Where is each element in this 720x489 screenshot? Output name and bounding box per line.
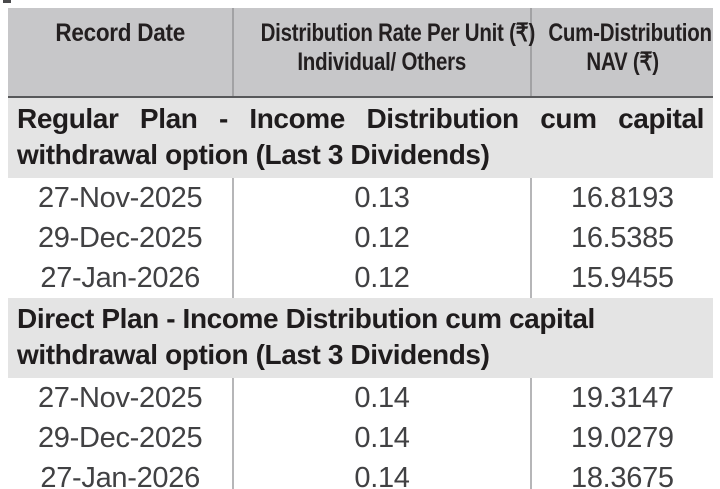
nav-cell: 19.0279 [530,418,713,458]
column-header-distribution-rate: Distribution Rate Per Unit (₹) Individua… [233,8,536,98]
record-date-cell: 27-Jan-2026 [8,458,235,489]
section-header-regular-plan-cell: Regular Plan - Income Distribution cum c… [8,97,713,178]
distribution-rate-cell: 0.14 [233,378,532,418]
cum-distribution-nav-header-line1: Cum-Distribution [548,19,712,47]
record-date-cell: 27-Nov-2025 [8,178,235,218]
table-row: 27-Nov-2025 0.13 16.8193 [8,178,713,218]
crop-border-artifact [3,0,11,3]
cum-distribution-nav-header-line2: NAV (₹) [586,48,659,76]
section-header-regular-plan: Regular Plan - Income Distribution cum c… [8,97,713,178]
record-date-cell: 29-Dec-2025 [8,418,235,458]
distribution-rate-cell: 0.14 [233,418,532,458]
record-date-cell: 29-Dec-2025 [8,218,235,258]
nav-cell: 19.3147 [530,378,713,418]
table-row: 27-Jan-2026 0.12 15.9455 [8,258,713,298]
distribution-rate-cell: 0.14 [233,458,532,489]
record-date-header-label: Record Date [55,19,185,47]
table-row: 27-Jan-2026 0.14 18.3675 [8,458,713,489]
column-header-record-date: Record Date [8,8,235,98]
table-row: 29-Dec-2025 0.14 19.0279 [8,418,713,458]
dividend-history-table: Record Date Distribution Rate Per Unit (… [8,8,713,489]
section-header-direct-plan-cell: Direct Plan - Income Distribution cum ca… [8,298,713,378]
nav-cell: 15.9455 [530,258,713,298]
section-title-line2: withdrawal option (Last 3 Dividends) [17,339,490,370]
column-header-row: Record Date Distribution Rate Per Unit (… [8,8,713,98]
nav-cell: 18.3675 [530,458,713,489]
section-header-direct-plan: Direct Plan - Income Distribution cum ca… [8,298,713,378]
table-row: 29-Dec-2025 0.12 16.5385 [8,218,713,258]
section-title-line1: Regular Plan - Income Distribution cum c… [17,103,704,134]
distribution-rate-header-line1: Distribution Rate Per Unit (₹) [260,19,536,47]
record-date-cell: 27-Nov-2025 [8,378,235,418]
distribution-rate-cell: 0.12 [233,218,532,258]
distribution-rate-cell: 0.13 [233,178,532,218]
section-title-line2: withdrawal option (Last 3 Dividends) [17,139,490,170]
section-title-line1: Direct Plan - Income Distribution cum ca… [17,303,595,334]
nav-cell: 16.8193 [530,178,713,218]
column-header-cum-distribution-nav: Cum-Distribution NAV (₹) [530,8,713,98]
record-date-cell: 27-Jan-2026 [8,258,235,298]
distribution-rate-cell: 0.12 [233,258,532,298]
table-row: 27-Nov-2025 0.14 19.3147 [8,378,713,418]
distribution-rate-header-line2: Individual/ Others [297,48,467,76]
nav-cell: 16.5385 [530,218,713,258]
